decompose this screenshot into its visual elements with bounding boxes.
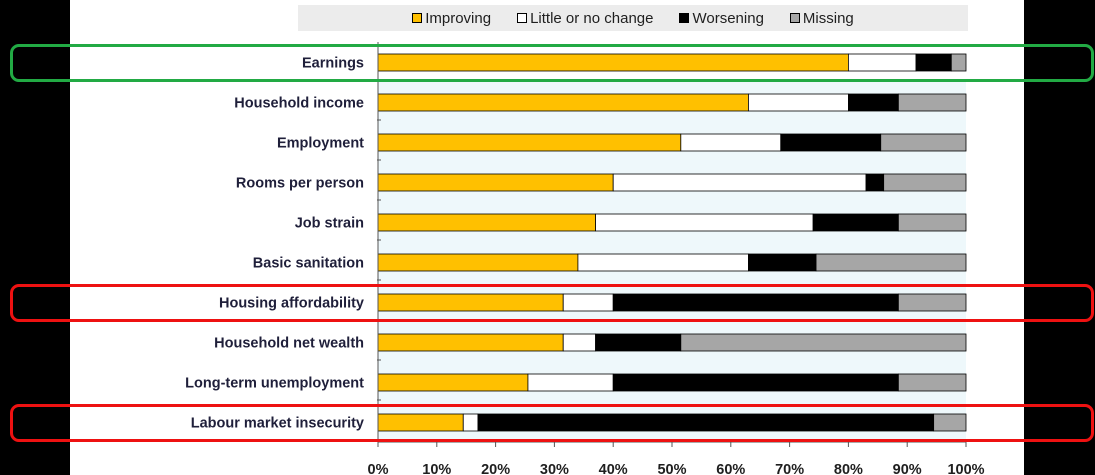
bar-rooms-per-person-missing <box>883 173 967 192</box>
bar-basic-sanitation-little-or-no-change <box>577 253 749 272</box>
legend-swatch-worsening <box>679 13 690 23</box>
bar-housing-affordability-improving <box>377 293 564 312</box>
bar-household-income-improving <box>377 93 749 112</box>
bar-earnings-worsening <box>915 53 952 72</box>
x-tick-label-30: 30% <box>540 462 569 475</box>
bar-employment-missing <box>880 133 967 152</box>
legend-swatch-little-or-no-change <box>517 13 528 23</box>
bar-job-strain-little-or-no-change <box>595 213 814 232</box>
legend-label-improving: Improving <box>425 9 492 27</box>
bar-employment-improving <box>377 133 682 152</box>
x-tick-label-0: 0% <box>368 462 389 475</box>
category-label-household-net-wealth: Household net wealth <box>214 336 364 352</box>
bar-household-net-wealth-little-or-no-change <box>562 333 596 352</box>
x-tick-label-100: 100% <box>947 462 984 475</box>
bar-rooms-per-person-little-or-no-change <box>612 173 867 192</box>
legend-swatch-improving <box>412 13 423 23</box>
bar-basic-sanitation-improving <box>377 253 579 272</box>
category-label-earnings: Earnings <box>302 56 364 72</box>
legend-item-worsening: Worsening <box>679 9 764 27</box>
x-tick-label-60: 60% <box>716 462 745 475</box>
bar-labour-market-insecurity-worsening <box>477 413 935 432</box>
x-tick-label-20: 20% <box>481 462 510 475</box>
bar-job-strain-improving <box>377 213 596 232</box>
legend-swatch-missing <box>789 13 800 23</box>
bar-employment-little-or-no-change <box>680 133 782 152</box>
bar-rooms-per-person-worsening <box>865 173 885 192</box>
bar-earnings-little-or-no-change <box>848 53 917 72</box>
category-label-labour-market-insecurity: Labour market insecurity <box>191 416 364 432</box>
legend-label-little-or-no-change: Little or no change <box>530 9 654 27</box>
bar-housing-affordability-missing <box>897 293 967 312</box>
bar-job-strain-worsening <box>812 213 899 232</box>
bar-household-net-wealth-missing <box>680 333 967 352</box>
bar-basic-sanitation-worsening <box>748 253 817 272</box>
bar-earnings-missing <box>950 53 967 72</box>
legend: Improving Little or no change Worsening … <box>298 5 968 31</box>
bar-labour-market-insecurity-little-or-no-change <box>462 413 479 432</box>
bar-labour-market-insecurity-missing <box>933 413 967 432</box>
x-tick-label-80: 80% <box>834 462 863 475</box>
legend-item-little-or-no-change: Little or no change <box>517 10 653 27</box>
category-label-basic-sanitation: Basic sanitation <box>253 256 364 272</box>
category-label-household-income: Household income <box>234 96 364 112</box>
bar-household-income-missing <box>897 93 967 112</box>
bar-household-income-little-or-no-change <box>748 93 849 112</box>
category-label-job-strain: Job strain <box>295 216 364 232</box>
bar-labour-market-insecurity-improving <box>377 413 464 432</box>
bar-housing-affordability-little-or-no-change <box>562 293 614 312</box>
bar-long-term-unemployment-worsening <box>612 373 899 392</box>
category-label-long-term-unemployment: Long-term unemployment <box>185 376 364 392</box>
bar-long-term-unemployment-missing <box>897 373 967 392</box>
bar-rooms-per-person-improving <box>377 173 614 192</box>
x-tick-label-40: 40% <box>599 462 628 475</box>
bar-long-term-unemployment-improving <box>377 373 529 392</box>
bar-basic-sanitation-missing <box>815 253 967 272</box>
legend-item-improving: Improving <box>412 10 491 27</box>
category-label-employment: Employment <box>277 136 364 152</box>
x-tick-label-90: 90% <box>893 462 922 475</box>
x-tick-label-70: 70% <box>775 462 804 475</box>
x-tick-label-10: 10% <box>422 462 451 475</box>
bar-long-term-unemployment-little-or-no-change <box>527 373 614 392</box>
category-label-rooms-per-person: Rooms per person <box>236 176 364 192</box>
bar-household-net-wealth-improving <box>377 333 564 352</box>
x-tick-label-50: 50% <box>657 462 686 475</box>
bar-household-net-wealth-worsening <box>595 333 682 352</box>
bar-employment-worsening <box>780 133 882 152</box>
bar-housing-affordability-worsening <box>612 293 899 312</box>
legend-label-missing: Missing <box>802 9 854 27</box>
bar-job-strain-missing <box>897 213 967 232</box>
legend-item-missing: Missing <box>789 9 854 27</box>
bar-earnings-improving <box>377 53 849 72</box>
bar-household-income-worsening <box>848 93 899 112</box>
legend-label-worsening: Worsening <box>692 9 764 27</box>
category-label-housing-affordability: Housing affordability <box>219 296 364 312</box>
